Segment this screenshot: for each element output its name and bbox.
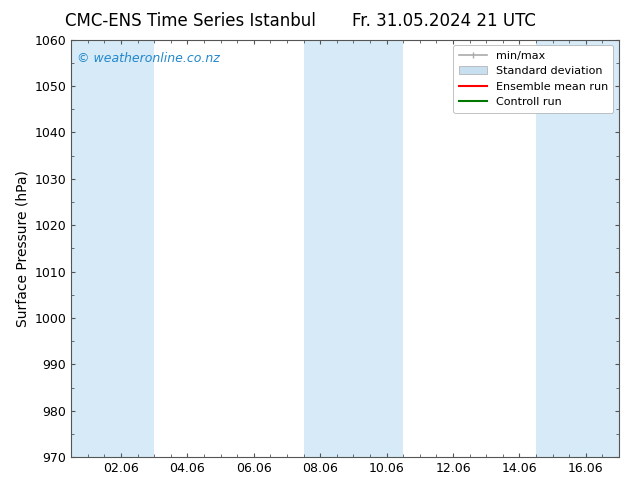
Bar	[71, 40, 154, 457]
Text: © weatheronline.co.nz: © weatheronline.co.nz	[77, 52, 219, 65]
Bar	[304, 40, 403, 457]
Bar	[536, 40, 619, 457]
Legend: min/max, Standard deviation, Ensemble mean run, Controll run: min/max, Standard deviation, Ensemble me…	[453, 45, 614, 113]
Text: Fr. 31.05.2024 21 UTC: Fr. 31.05.2024 21 UTC	[352, 12, 536, 30]
Text: CMC-ENS Time Series Istanbul: CMC-ENS Time Series Istanbul	[65, 12, 316, 30]
Y-axis label: Surface Pressure (hPa): Surface Pressure (hPa)	[15, 170, 29, 327]
